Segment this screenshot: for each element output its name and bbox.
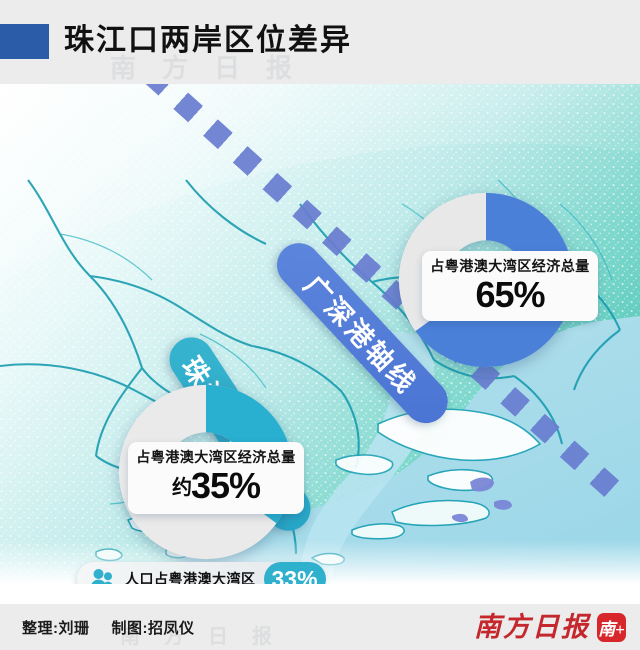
- brand-app-icon: 南+: [597, 612, 626, 642]
- urban-markers: [452, 477, 512, 523]
- title-accent-block: [0, 24, 49, 59]
- callout-value: 约35%: [171, 465, 261, 507]
- brand-logo: 南方日报 南+: [474, 610, 626, 644]
- callout-value-number: 35%: [190, 465, 261, 506]
- map-container: 广深港轴线 珠江西岸城市 占粤港澳大湾区经济总量 65% 占粤港澳大湾区经济总量…: [0, 84, 640, 584]
- callout-approx-prefix: 约: [171, 477, 192, 499]
- callout-value: 65%: [475, 274, 545, 315]
- brand-name: 南方日报: [474, 612, 590, 642]
- editor-credit: 整理:刘珊: [22, 620, 90, 637]
- footer-bar: 南方日报 整理:刘珊 制图:招凤仪 南方日报 南+: [0, 604, 640, 650]
- page-title: 珠江口两岸区位差异: [64, 24, 352, 57]
- callout-east-bank-economy: 占粤港澳大湾区经济总量 65%: [422, 251, 598, 321]
- map-footer-divider: [0, 584, 640, 604]
- header-bar: 南方日报 珠江口两岸区位差异: [0, 0, 640, 84]
- callout-caption: 占粤港澳大湾区经济总量: [136, 449, 296, 465]
- people-icon: [85, 562, 119, 584]
- sea-area: [150, 316, 640, 584]
- header-watermark: 南方日报: [110, 53, 319, 82]
- footer-watermark: 南方日报: [120, 626, 296, 648]
- stat-value: 33%: [263, 562, 326, 584]
- designer-credit: 制图:招凤仪: [111, 620, 195, 637]
- stat-pill-population-share: 人口占粤港澳大湾区 33%: [77, 562, 326, 584]
- stat-label: 人口占粤港澳大湾区: [125, 571, 256, 584]
- callout-west-bank-economy: 占粤港澳大湾区经济总量 约35%: [128, 442, 304, 514]
- callout-caption: 占粤港澳大湾区经济总量: [430, 258, 590, 274]
- credit-line: 整理:刘珊 制图:招凤仪: [22, 617, 195, 638]
